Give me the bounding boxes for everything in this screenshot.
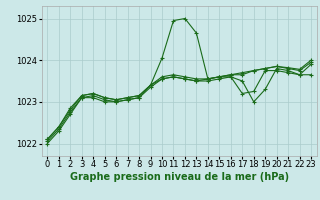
- X-axis label: Graphe pression niveau de la mer (hPa): Graphe pression niveau de la mer (hPa): [70, 172, 289, 182]
